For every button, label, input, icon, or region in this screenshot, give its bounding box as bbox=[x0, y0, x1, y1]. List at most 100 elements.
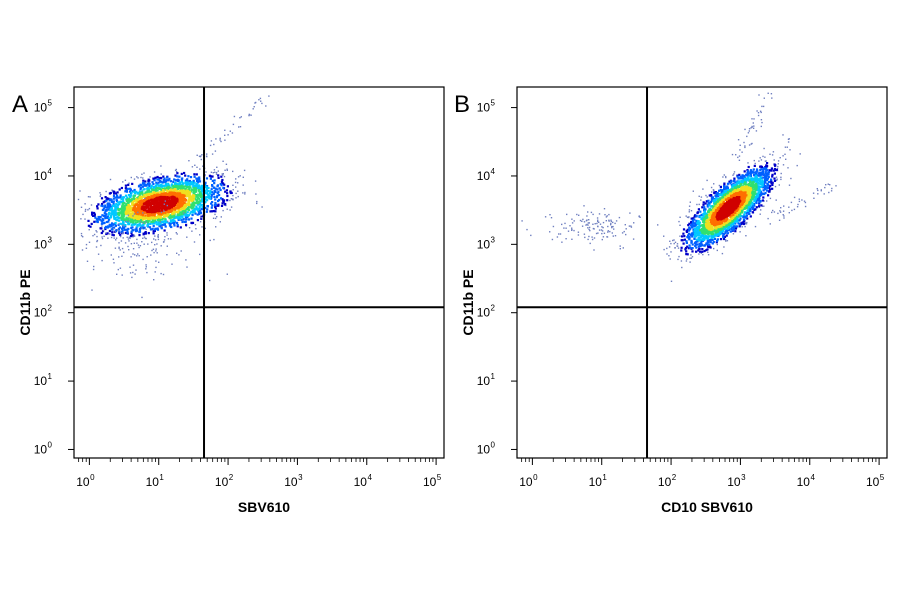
event-dot-402 bbox=[709, 241, 712, 244]
event-dot-766 bbox=[714, 198, 717, 202]
event-dot-695 bbox=[759, 177, 762, 180]
event-dot-1372 bbox=[735, 188, 738, 191]
event-dot-354 bbox=[746, 171, 749, 174]
event-dot-1887 bbox=[158, 212, 161, 215]
event-dot-1043 bbox=[134, 221, 137, 224]
event-dot-1321 bbox=[724, 194, 728, 198]
event-dot-22 bbox=[191, 230, 193, 232]
event-dot-845 bbox=[149, 222, 152, 225]
event-dot-1 bbox=[670, 280, 673, 282]
event-dot-2744 bbox=[201, 154, 203, 156]
event-dot-253 bbox=[106, 197, 109, 200]
event-dot-2080 bbox=[159, 211, 162, 214]
event-dot-2684 bbox=[132, 264, 135, 266]
event-dot-368 bbox=[687, 236, 690, 239]
event-dot-372 bbox=[219, 188, 222, 192]
event-dot-2603 bbox=[88, 241, 91, 243]
event-dot-115 bbox=[157, 234, 159, 236]
event-dot-218 bbox=[694, 214, 697, 217]
event-dot-1462 bbox=[138, 197, 141, 200]
event-dot-2751 bbox=[258, 99, 260, 101]
event-dot-190 bbox=[758, 205, 761, 208]
event-dot-786 bbox=[755, 177, 758, 180]
event-dot-1394 bbox=[162, 215, 166, 219]
event-dot-10 bbox=[188, 160, 190, 162]
event-dot-1001 bbox=[122, 219, 125, 222]
event-dot-73 bbox=[99, 192, 101, 194]
event-dot-592 bbox=[176, 179, 180, 183]
event-dot-1809 bbox=[144, 214, 147, 217]
event-dot-2698 bbox=[147, 243, 149, 245]
event-dot-1359 bbox=[717, 227, 720, 230]
event-dot-871 bbox=[697, 231, 700, 234]
event-dot-374 bbox=[739, 175, 742, 178]
event-dot-782 bbox=[698, 236, 701, 239]
event-dot-1529 bbox=[131, 214, 134, 217]
event-dot-1177 bbox=[753, 186, 756, 189]
event-dot-699 bbox=[694, 233, 697, 236]
event-dot-1228 bbox=[185, 208, 188, 211]
event-dot-672 bbox=[123, 196, 126, 199]
event-dot-275 bbox=[701, 206, 704, 209]
event-dot-1377 bbox=[750, 190, 753, 193]
event-dot-1108 bbox=[167, 185, 170, 188]
event-dot-26 bbox=[220, 216, 222, 218]
event-dot-2678 bbox=[129, 237, 131, 240]
event-dot-2606 bbox=[127, 245, 129, 248]
event-dot-866 bbox=[723, 227, 726, 231]
event-dot-412 bbox=[766, 177, 769, 180]
event-dot-100 bbox=[199, 168, 201, 170]
event-dot-476 bbox=[722, 232, 725, 236]
event-dot-575 bbox=[112, 223, 115, 226]
event-dot-659 bbox=[699, 215, 702, 219]
event-dot-268 bbox=[116, 191, 119, 194]
event-dot-1841 bbox=[183, 199, 186, 202]
event-dot-236 bbox=[723, 235, 727, 238]
event-dot-3 bbox=[256, 200, 258, 203]
event-dot-166 bbox=[702, 201, 705, 204]
event-dot-261 bbox=[753, 208, 756, 211]
event-dot-513 bbox=[204, 206, 207, 210]
event-dot-20 bbox=[679, 216, 681, 218]
event-dot-629 bbox=[749, 174, 752, 177]
event-dot-2627 bbox=[109, 233, 111, 235]
event-dot-477 bbox=[211, 184, 214, 187]
event-dot-1090 bbox=[734, 217, 737, 220]
event-dot-897 bbox=[153, 186, 156, 189]
event-dot-315 bbox=[126, 231, 129, 234]
event-dot-106 bbox=[174, 169, 177, 172]
event-dot-122 bbox=[776, 179, 778, 181]
event-dot-778 bbox=[744, 211, 747, 214]
event-dot-303 bbox=[107, 197, 110, 200]
event-dot-2754 bbox=[268, 95, 270, 97]
event-dot-71 bbox=[747, 162, 749, 164]
event-dot-312 bbox=[685, 241, 688, 244]
event-dot-2755 bbox=[210, 140, 213, 142]
event-dot-747 bbox=[181, 215, 184, 218]
event-dot-2594 bbox=[158, 203, 161, 206]
event-dot-0 bbox=[692, 190, 694, 192]
event-dot-376 bbox=[190, 217, 193, 220]
event-dot-1185 bbox=[158, 187, 161, 191]
event-dot-2596 bbox=[136, 238, 138, 241]
event-dot-343 bbox=[687, 229, 691, 232]
event-dot-1446 bbox=[125, 209, 128, 212]
event-dot-673 bbox=[198, 207, 201, 210]
event-dot-499 bbox=[764, 175, 767, 178]
event-dot-52 bbox=[778, 184, 780, 186]
event-dot-205 bbox=[761, 199, 764, 202]
event-dot-1582 bbox=[719, 224, 722, 227]
event-dot-640 bbox=[207, 187, 210, 190]
event-dot-1365 bbox=[126, 204, 129, 207]
event-dot-345 bbox=[157, 178, 160, 181]
event-dot-890 bbox=[146, 222, 150, 225]
event-dot-938 bbox=[195, 205, 198, 208]
event-dot-1635 bbox=[131, 203, 134, 206]
event-dot-514 bbox=[145, 184, 148, 187]
event-dot-824 bbox=[713, 200, 717, 203]
event-dot-179 bbox=[112, 234, 115, 237]
event-dot-946 bbox=[756, 189, 759, 192]
event-dot-209 bbox=[212, 210, 215, 213]
event-dot-1368 bbox=[137, 196, 140, 199]
event-dot-525 bbox=[757, 172, 760, 175]
